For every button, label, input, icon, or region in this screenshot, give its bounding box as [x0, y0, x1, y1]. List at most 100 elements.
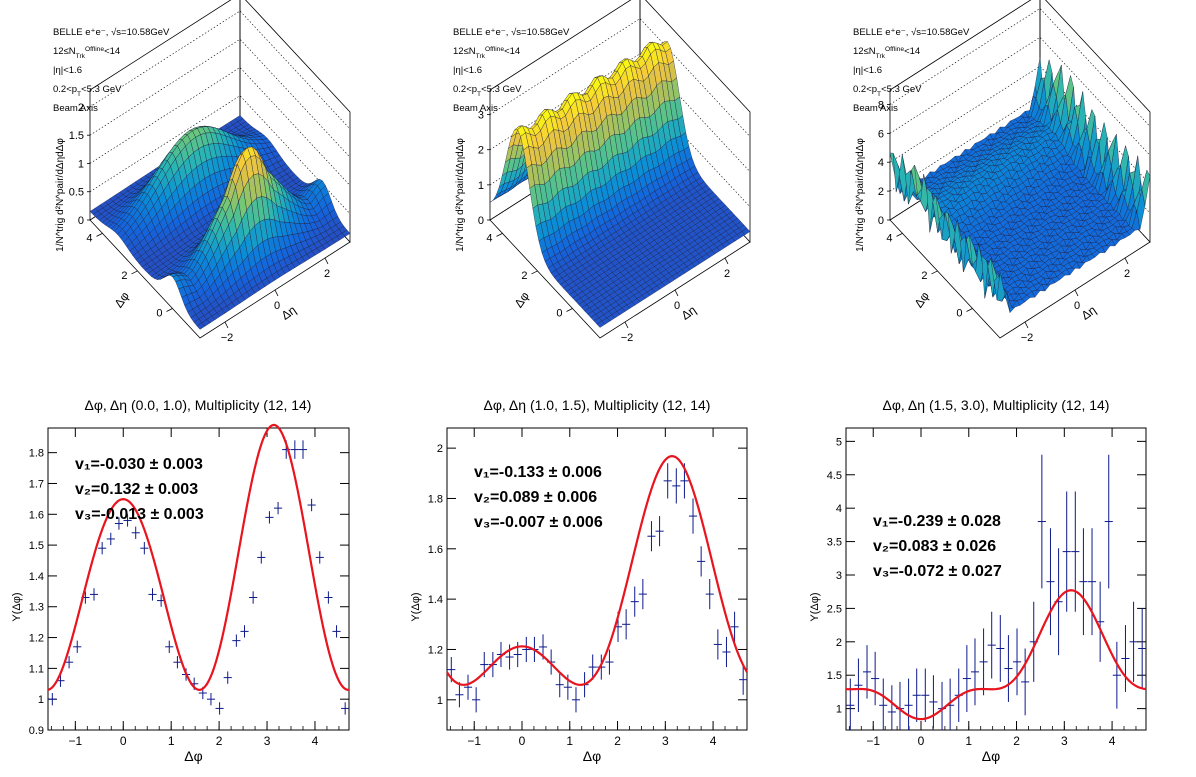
y-tick-label: 2	[437, 443, 443, 455]
y-tick-label: 1.1	[29, 663, 44, 675]
data-point	[905, 679, 913, 730]
data-point	[240, 625, 248, 637]
info-line: 12≤NTrkOffline<14	[853, 46, 920, 60]
y-tick-label: 1.4	[29, 571, 44, 583]
data-point	[265, 511, 273, 523]
y-tick-label: 4	[836, 503, 842, 515]
phi-axis-title: Δφ	[911, 289, 932, 310]
data-point	[165, 641, 173, 653]
data-point	[1079, 528, 1087, 635]
x-tick-label: 0	[120, 734, 127, 748]
data-point	[722, 637, 730, 667]
data-point	[622, 609, 630, 639]
y-tick-label: 1	[836, 704, 842, 716]
eta-axis-title: Δη	[679, 303, 699, 323]
x-tick-label: 4	[1109, 734, 1116, 748]
data-point	[257, 551, 265, 563]
y-tick-label: 2	[836, 637, 842, 649]
fit-curve	[846, 590, 1146, 719]
phi-tick	[967, 309, 973, 312]
z-tick-label: 2	[878, 186, 884, 198]
x-tick-label: 2	[1013, 734, 1020, 748]
x-tick-label: 4	[312, 734, 319, 748]
info-line: BELLE e⁺e⁻, √s=10.58GeV	[853, 27, 970, 38]
phi-tick-label: 4	[486, 232, 492, 244]
phi-tick-label: 2	[521, 270, 527, 282]
data-point	[274, 502, 282, 514]
fit-panel-1: Δφ, Δη (0.0, 1.0), Multiplicity (12, 14)…	[11, 397, 349, 764]
fit-panel-2: Δφ, Δη (1.0, 1.5), Multiplicity (12, 14)…	[410, 397, 747, 764]
eta-tick-label: −2	[221, 332, 234, 344]
z-tick-label: 4	[878, 157, 884, 169]
y-tick-label: 1.8	[428, 493, 443, 505]
z-tick-label: 1	[78, 158, 84, 170]
data-point	[48, 693, 56, 705]
data-point	[73, 641, 81, 653]
data-point	[988, 612, 996, 679]
data-point	[291, 440, 299, 458]
data-point	[1113, 642, 1121, 709]
y-tick-label: 1.5	[827, 670, 842, 682]
info-line: Beam Axis	[53, 103, 98, 114]
phi-tick	[567, 309, 573, 312]
phi-axis-title: Δφ	[511, 289, 532, 310]
x-tick-label: 2	[614, 734, 621, 748]
y-tick-label: 3	[836, 570, 842, 582]
eta-tick	[1125, 258, 1128, 264]
phi-tick-label: 2	[921, 270, 927, 282]
data-point	[1138, 608, 1146, 688]
phi-tick-label: 4	[886, 232, 892, 244]
y-tick-label: 3.5	[827, 537, 842, 549]
eta-tick	[1075, 290, 1078, 296]
info-line: Beam Axis	[453, 103, 498, 114]
eta-axis-title: Δη	[1079, 303, 1099, 323]
x-tick-label: −1	[866, 734, 880, 748]
info-line: 0.2<pT<5.3 GeV	[53, 84, 122, 98]
data-point	[647, 521, 655, 551]
z-tick-label: 1	[478, 180, 484, 192]
x-axis-title: Δφ	[583, 748, 601, 764]
fit-parameter-label: v₃=-0.013 ± 0.003	[75, 506, 204, 523]
data-point	[980, 628, 988, 695]
y-tick-label: 1.2	[428, 644, 443, 656]
info-line: |η|<1.6	[53, 65, 82, 76]
data-point	[249, 591, 257, 603]
y-tick-label: 1	[437, 695, 443, 707]
eta-tick	[1025, 322, 1028, 328]
data-point	[706, 579, 714, 609]
y-tick-label: 1.5	[29, 540, 44, 552]
eta-axis-title: Δη	[279, 303, 299, 323]
data-point	[1105, 455, 1113, 589]
y-tick-label: 1.4	[428, 594, 443, 606]
z-tick-label: 1.5	[69, 130, 84, 142]
info-line: BELLE e⁺e⁻, √s=10.58GeV	[453, 27, 570, 38]
x-tick-label: 1	[965, 734, 972, 748]
data-point	[921, 669, 929, 722]
x-tick-label: 2	[216, 734, 223, 748]
data-point	[232, 634, 240, 646]
phi-axis-title: Δφ	[111, 289, 132, 310]
phi-tick-label: 2	[121, 270, 127, 282]
data-point	[1038, 455, 1046, 589]
data-point	[714, 629, 722, 659]
z-axis-title: 1/N^trig d²N^pair/dΔηdΔφ	[855, 138, 866, 252]
data-point	[472, 687, 480, 712]
phi-tick	[96, 233, 102, 236]
eta-tick	[225, 322, 228, 328]
phi-tick	[896, 233, 902, 236]
fit-panels: Δφ, Δη (0.0, 1.0), Multiplicity (12, 14)…	[11, 397, 1146, 764]
x-tick-label: 3	[264, 734, 271, 748]
x-tick-label: 0	[519, 734, 526, 748]
data-point	[216, 702, 224, 714]
y-axis-title: Y(Δφ)	[11, 592, 23, 621]
y-tick-label: 2.5	[827, 603, 842, 615]
info-line: |η|<1.6	[453, 65, 482, 76]
z-axis-title: 1/N^trig d²N^pair/dΔηdΔφ	[455, 138, 466, 252]
data-point	[140, 542, 148, 554]
data-point	[689, 498, 697, 533]
data-point	[1130, 602, 1138, 682]
